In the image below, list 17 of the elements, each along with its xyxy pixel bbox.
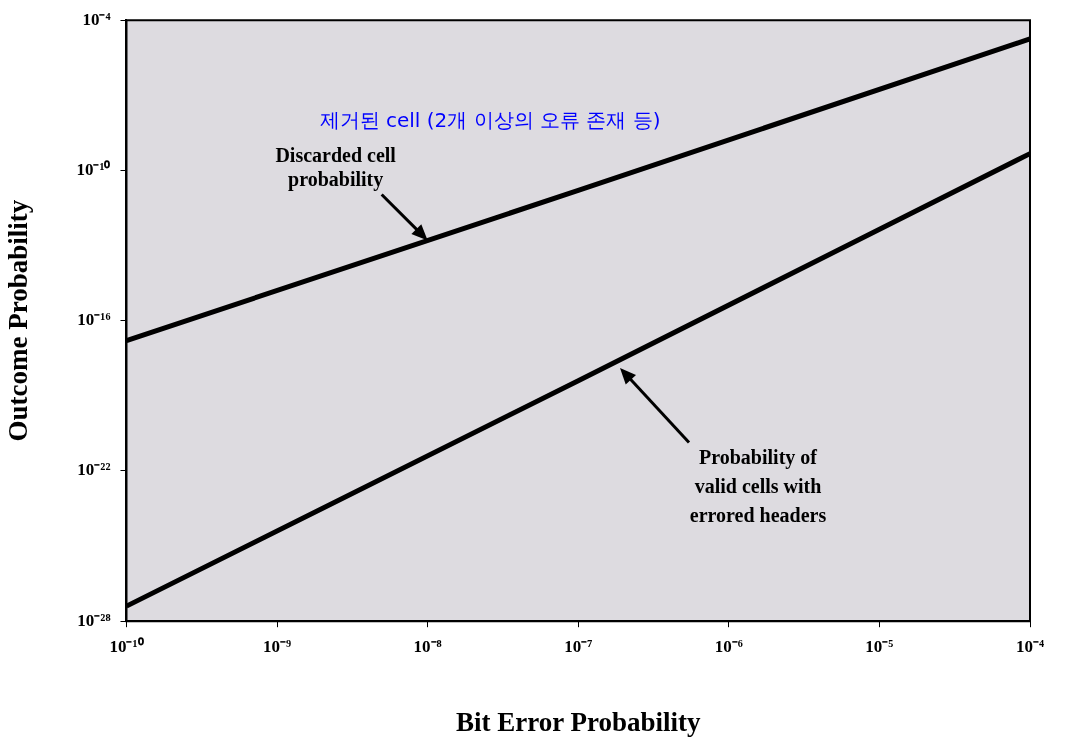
- annotation: Probability of valid cells with errored headers: [689, 446, 827, 527]
- y-tick-label: 10⁻¹⁶: [77, 310, 111, 330]
- x-tick-label: 10⁻⁵: [865, 636, 894, 656]
- x-tick-label: 10⁻⁴: [1015, 636, 1045, 656]
- y-tick-label: 10⁻²²: [77, 460, 111, 480]
- y-axis-title: Outcome Probability: [3, 199, 34, 442]
- x-axis-title: Bit Error Probability: [455, 706, 701, 737]
- x-tick-label: 10⁻⁸: [413, 636, 442, 656]
- y-tick-label: 10⁻²⁸: [77, 610, 111, 630]
- annotation: Discarded cell probability: [275, 143, 397, 191]
- annotation: 제거된 cell (2개 이상의 오류 존재 등): [319, 108, 661, 133]
- x-tick-label: 10⁻⁷: [564, 636, 593, 656]
- y-tick-label: 10⁻⁴: [82, 9, 111, 29]
- x-tick-label: 10⁻⁹: [263, 636, 292, 656]
- x-tick-label: 10⁻¹⁰: [109, 636, 144, 656]
- x-tick-label: 10⁻⁶: [714, 636, 743, 656]
- y-tick-label: 10⁻¹⁰: [76, 159, 111, 179]
